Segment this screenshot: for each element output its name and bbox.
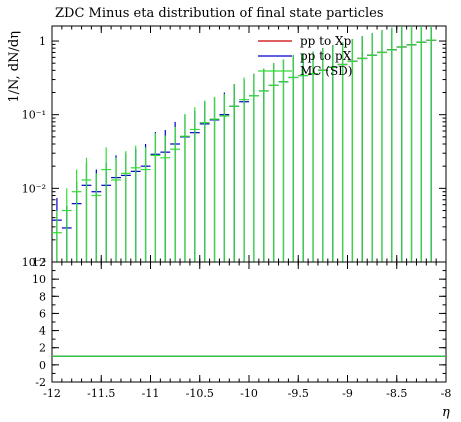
y-tick-label: 10⁻³ <box>22 256 46 269</box>
x-tick-label: -8.5 <box>386 387 407 400</box>
ratio-y-tick-label: 8 <box>39 290 46 303</box>
x-tick-label: -9 <box>342 387 353 400</box>
x-tick-label: -10.5 <box>186 387 214 400</box>
x-axis-label: η <box>442 405 450 420</box>
y-axis-label: 1/N, dN/dη <box>7 31 22 103</box>
y-tick-label: 10⁻² <box>22 182 46 195</box>
ratio-plot-area: -12 -11.5 -11 -10.5 -10 -9.5 -9 -8.5 -8 -2 0 2 4 6 8 10… <box>32 256 451 400</box>
ratio-y-tick-label: 0 <box>39 359 46 372</box>
y-tick-label: 1 <box>39 35 46 48</box>
ratio-frame <box>51 261 447 383</box>
y-tick-label: 10⁻¹ <box>22 109 46 122</box>
x-tick-label: -8 <box>441 387 452 400</box>
x-tick-label: -10 <box>240 387 258 400</box>
chart-title: ZDC Minus eta distribution of final stat… <box>55 6 384 21</box>
ratio-y-tick-label: 6 <box>39 307 46 320</box>
x-tick-label: -11.5 <box>87 387 115 400</box>
legend-entry: pp to pX <box>300 49 352 63</box>
ratio-y-tick-label: 2 <box>39 342 46 355</box>
main-frame <box>51 25 447 263</box>
ratio-y-tick-label: -2 <box>35 376 46 389</box>
series-mc-sd- <box>52 26 437 262</box>
ratio-y-tick-label: 10 <box>32 273 46 286</box>
ratio-y-tick-label: 4 <box>39 325 46 338</box>
legend-entry: MC (SD) <box>300 64 353 78</box>
main-plot-area: 10⁻³ 10⁻² 10⁻¹ 1 <box>22 25 447 269</box>
x-tick-label: -12 <box>43 387 61 400</box>
legend-entry: pp to Xp <box>300 34 352 48</box>
ratio-y-tick-label: 12 <box>32 256 46 269</box>
x-tick-label: -11 <box>142 387 160 400</box>
x-tick-label: -9.5 <box>288 387 309 400</box>
